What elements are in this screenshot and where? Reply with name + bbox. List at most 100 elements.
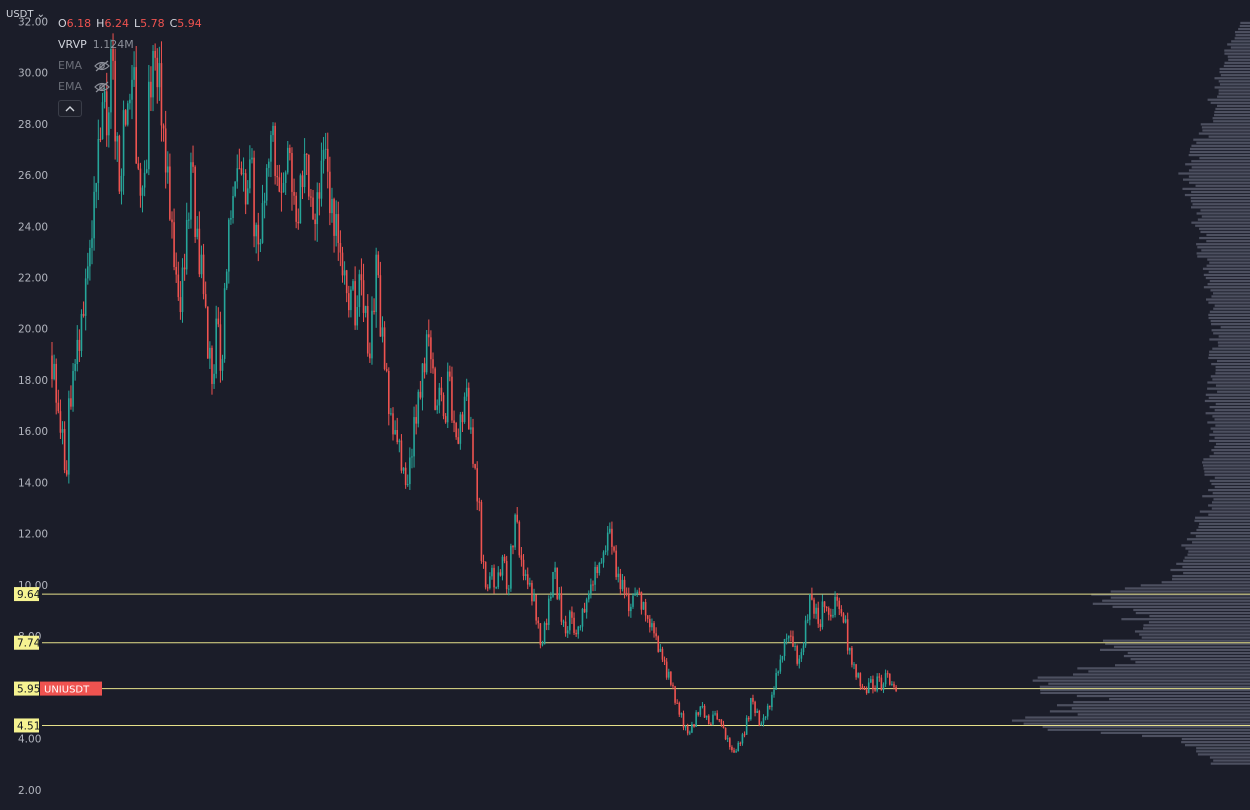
candle-body [200, 254, 203, 275]
volume-bar [1206, 233, 1250, 237]
volume-bar [1185, 163, 1250, 166]
volume-bar [1196, 141, 1250, 144]
candle-body [834, 596, 836, 616]
candle-body [663, 659, 666, 662]
candle-body [232, 196, 234, 219]
candle-body [268, 161, 270, 168]
candle-body [562, 621, 565, 623]
y-tick-label: 32.00 [18, 16, 48, 28]
volume-bar [1191, 166, 1250, 169]
candle-body [809, 594, 811, 620]
volume-bar [1188, 175, 1250, 178]
candle-body [667, 671, 670, 678]
candle-body [310, 196, 312, 198]
candle-body [152, 50, 154, 98]
candle-body [655, 633, 657, 637]
candle-body [695, 712, 697, 727]
candle-body [467, 387, 470, 430]
candle-body [394, 429, 396, 435]
candle-body [398, 440, 401, 443]
candle-body [278, 177, 281, 192]
price-axis[interactable]: 2.004.008.0010.0012.0014.0016.0018.0020.… [14, 16, 102, 797]
indicator-vrvp[interactable]: VRVP 1.124M [58, 34, 207, 55]
volume-profile [1011, 21, 1250, 765]
candle-body [619, 573, 622, 590]
candle-body [541, 644, 544, 646]
candle-body [308, 154, 310, 197]
volume-bar [1203, 467, 1250, 470]
horizontal-levels[interactable] [42, 593, 1250, 726]
volume-bar [1200, 123, 1250, 126]
indicator-ema-1[interactable]: EMA [58, 55, 207, 76]
y-tick-label: 28.00 [18, 119, 48, 131]
candle-body [415, 417, 417, 424]
candle-body [335, 214, 337, 236]
candle-body [674, 686, 676, 703]
candle-body [587, 593, 590, 600]
candle-body [472, 427, 474, 464]
volume-bar [1224, 52, 1250, 55]
candle-body [61, 429, 64, 433]
candle-body [703, 705, 706, 718]
candle-body [665, 661, 668, 678]
candle-body [575, 632, 577, 635]
candle-body [320, 160, 323, 199]
candle-body [522, 559, 525, 576]
candle-body [444, 416, 447, 423]
candle-body [609, 528, 611, 533]
volume-bar [1207, 387, 1250, 390]
candle-body [689, 732, 691, 734]
volume-bar [1234, 31, 1250, 34]
volume-bar [1184, 744, 1250, 747]
candle-body [731, 746, 733, 751]
volume-bar [1191, 144, 1250, 147]
candle-body [600, 562, 603, 564]
candle-body [411, 456, 413, 458]
candle-body [459, 414, 462, 444]
volume-bar [1172, 575, 1250, 578]
candle-body [537, 620, 540, 624]
candle-body [419, 391, 422, 398]
candle-body [440, 387, 443, 396]
volume-bar [1077, 667, 1250, 670]
volume-bar [1124, 587, 1250, 590]
candle-body [771, 694, 773, 708]
volume-bar [1239, 24, 1250, 28]
candle-body [682, 713, 685, 728]
candle-body [446, 371, 449, 423]
candle-body [324, 148, 327, 150]
volume-bar [1189, 181, 1250, 184]
currency-selector[interactable]: USDT ⌄ [6, 9, 45, 20]
volume-bar [1217, 390, 1250, 393]
volume-bar [1092, 602, 1250, 605]
candle-body [495, 587, 497, 589]
candle-body [383, 327, 386, 370]
candle-body [520, 555, 523, 560]
volume-bar [1211, 501, 1250, 504]
volume-bar [1195, 224, 1250, 227]
volume-bar [1139, 633, 1250, 636]
candle-body [276, 175, 279, 178]
candle-body [156, 57, 159, 88]
volume-bar [1205, 412, 1250, 415]
candle-body [196, 228, 199, 237]
eye-off-icon[interactable] [94, 81, 110, 93]
candle-body [686, 726, 689, 734]
candle-body [93, 191, 95, 239]
candle-body [526, 574, 529, 585]
candle-body [162, 125, 165, 129]
chart-legend: O 6.18 H 6.24 L 5.78 C 5.94 VRVP 1.124M EMA … [58, 13, 207, 117]
candle-body [859, 673, 862, 687]
candle-body [326, 148, 329, 172]
volume-bar [1191, 190, 1250, 194]
indicator-ema-2[interactable]: EMA [58, 76, 207, 97]
volume-bar [1011, 719, 1250, 722]
collapse-legend-button[interactable] [58, 100, 82, 117]
candle-body [105, 91, 108, 136]
eye-off-icon[interactable] [94, 60, 110, 72]
volume-bar [1039, 685, 1250, 688]
candle-body [465, 387, 468, 397]
candle-body [817, 607, 820, 624]
